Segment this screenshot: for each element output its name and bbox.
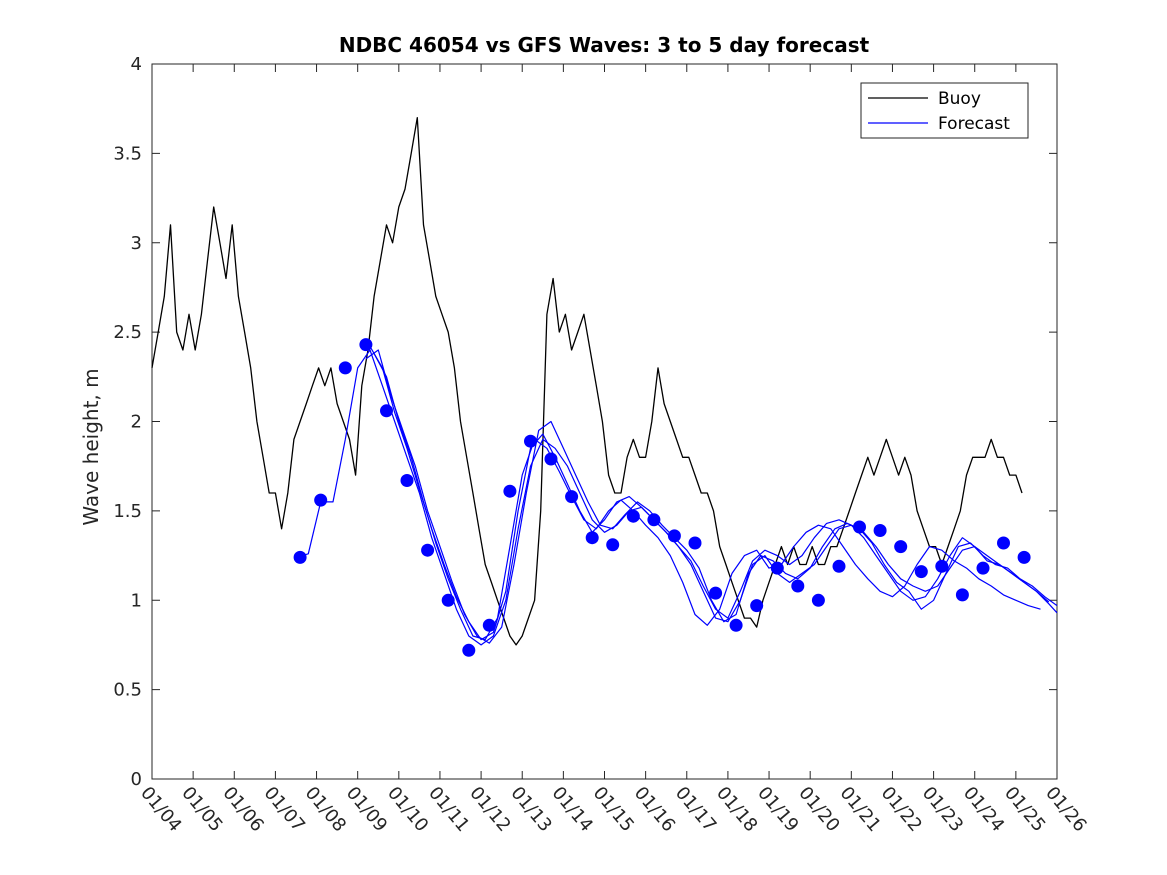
forecast-marker xyxy=(770,561,784,575)
forecast-marker xyxy=(853,520,866,534)
forecast-marker xyxy=(873,524,887,537)
forecast-marker xyxy=(647,513,661,527)
forecast-marker xyxy=(606,538,620,552)
forecast-marker xyxy=(955,588,969,602)
forecast-marker xyxy=(293,550,307,564)
y-tick-label: 1.5 xyxy=(113,501,142,522)
plot-area: 00.511.522.533.5401/0401/0501/0601/0701/… xyxy=(113,54,1090,836)
forecast-marker xyxy=(524,434,537,448)
y-axis-label: Wave height, m xyxy=(79,368,103,525)
y-tick-label: 1 xyxy=(131,590,142,611)
forecast-marker xyxy=(1017,550,1031,564)
forecast-marker xyxy=(626,509,640,523)
forecast-marker xyxy=(976,561,990,575)
legend: Buoy Forecast xyxy=(860,82,1029,139)
forecast-marker xyxy=(421,543,435,557)
y-tick-label: 0.5 xyxy=(113,680,142,701)
legend-forecast-label: Forecast xyxy=(938,114,1010,134)
forecast-marker xyxy=(729,618,743,632)
forecast-marker xyxy=(503,484,517,498)
y-tick-label: 3 xyxy=(131,233,142,254)
axes-box xyxy=(151,63,1058,780)
forecast-marker xyxy=(441,593,455,607)
forecast-marker xyxy=(709,586,723,600)
forecast-marker xyxy=(585,531,599,545)
forecast-marker xyxy=(894,540,908,554)
forecast-marker xyxy=(832,559,846,573)
forecast-marker xyxy=(400,474,414,487)
y-tick-label: 4 xyxy=(131,54,142,75)
buoy-line xyxy=(151,116,1023,646)
forecast-marker xyxy=(914,565,928,579)
y-tick-label: 0 xyxy=(131,769,142,790)
forecast-marker xyxy=(750,599,764,613)
forecast-marker xyxy=(380,404,393,418)
y-tick-label: 2.5 xyxy=(113,322,142,343)
forecast-marker xyxy=(688,536,702,550)
forecast-marker xyxy=(791,579,805,593)
y-tick-label: 2 xyxy=(131,412,142,433)
forecast-marker xyxy=(997,536,1010,550)
forecast-marker xyxy=(462,643,476,657)
forecast-marker xyxy=(482,618,496,632)
forecast-marker xyxy=(935,559,949,573)
forecast-marker xyxy=(667,529,681,543)
forecast-marker xyxy=(565,490,579,504)
forecast-marker xyxy=(359,338,373,352)
forecast-marker xyxy=(544,452,558,466)
legend-buoy-label: Buoy xyxy=(938,89,981,109)
y-tick-label: 3.5 xyxy=(113,143,142,164)
forecast-marker xyxy=(314,493,328,507)
forecast-marker xyxy=(338,361,352,375)
chart-title: NDBC 46054 vs GFS Waves: 3 to 5 day fore… xyxy=(339,33,870,57)
legend-box xyxy=(860,82,1029,139)
forecast-marker xyxy=(811,593,825,607)
forecast-line-4 xyxy=(373,353,1041,641)
